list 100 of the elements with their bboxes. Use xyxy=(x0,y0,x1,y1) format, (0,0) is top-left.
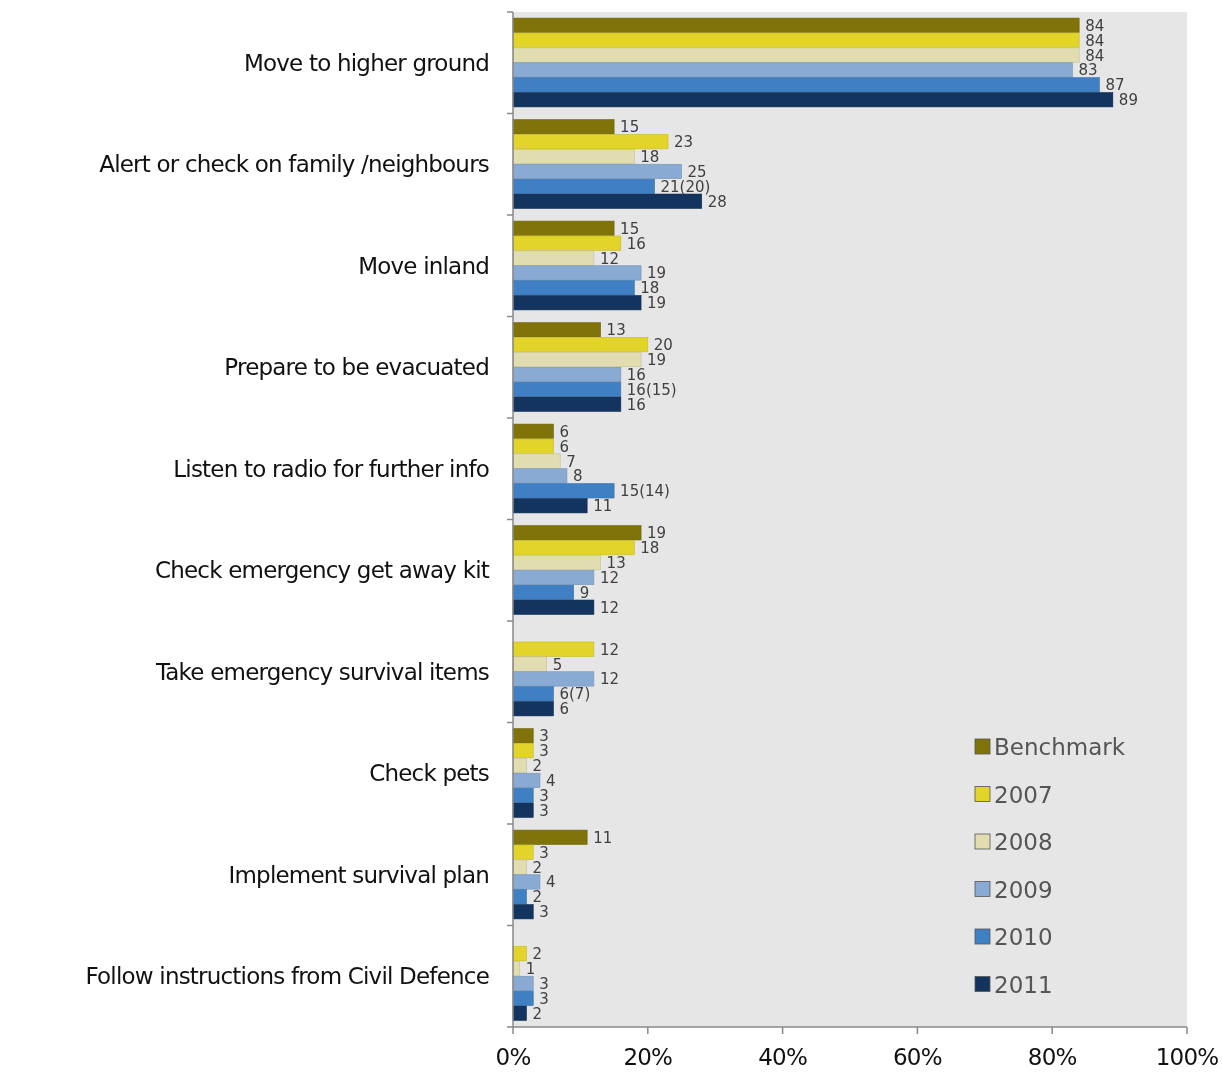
legend-label: Benchmark xyxy=(994,734,1126,761)
y-tick-label: Take emergency survival items xyxy=(154,658,489,685)
data-label: 83 xyxy=(1078,61,1098,80)
bar xyxy=(512,483,615,499)
x-tick-label: 100% xyxy=(1155,1044,1219,1070)
bar xyxy=(512,220,615,236)
legend-label: 2009 xyxy=(994,876,1053,903)
bar xyxy=(512,990,534,1006)
bar xyxy=(512,396,622,412)
bar xyxy=(512,337,649,353)
data-label: 15(14) xyxy=(620,482,670,501)
y-tick-label: Follow instructions from Civil Defence xyxy=(85,963,489,990)
bar xyxy=(512,540,635,556)
bar xyxy=(512,829,588,845)
x-tick-label: 0% xyxy=(495,1044,531,1070)
bar xyxy=(512,62,1073,78)
bar xyxy=(512,366,622,382)
bar xyxy=(512,149,635,165)
bar xyxy=(512,280,635,296)
bar xyxy=(512,119,615,135)
y-tick-label: Listen to radio for further info xyxy=(173,455,489,482)
x-tick-label: 80% xyxy=(1027,1044,1077,1070)
y-tick-label: Move to higher ground xyxy=(243,49,489,76)
bar xyxy=(512,889,527,905)
bar xyxy=(512,295,642,311)
data-label: 19 xyxy=(647,351,667,370)
bar xyxy=(512,904,534,920)
data-label: 15 xyxy=(620,118,640,137)
bar xyxy=(512,438,554,454)
bar xyxy=(512,178,655,194)
bar xyxy=(512,235,622,251)
bar xyxy=(512,77,1100,93)
x-tick-label: 20% xyxy=(623,1044,673,1070)
data-label: 23 xyxy=(674,133,694,152)
bar xyxy=(512,743,534,759)
bar xyxy=(512,193,703,209)
bar xyxy=(512,525,642,541)
data-label: 9 xyxy=(579,583,590,602)
bar xyxy=(512,787,534,803)
bar xyxy=(512,584,574,600)
bar xyxy=(512,250,595,266)
data-label: 18 xyxy=(640,148,660,167)
bar xyxy=(512,352,642,368)
legend-label: 2011 xyxy=(994,971,1053,998)
y-tick-label: Move inland xyxy=(358,252,489,279)
bar xyxy=(512,468,568,484)
bar xyxy=(512,265,642,281)
bar xyxy=(512,92,1114,108)
y-tick-label: Implement survival plan xyxy=(228,861,489,888)
data-label: 11 xyxy=(593,828,613,847)
bar xyxy=(512,728,534,744)
bar xyxy=(512,423,554,439)
y-tick-label: Prepare to be evacuated xyxy=(224,354,489,381)
bar xyxy=(512,569,595,585)
bar xyxy=(512,17,1080,33)
y-tick-label: Check emergency get away kit xyxy=(154,557,490,584)
data-label: 8 xyxy=(572,467,583,486)
bar xyxy=(512,32,1080,48)
bar xyxy=(512,656,547,672)
bar xyxy=(512,758,527,774)
x-tick-label: 40% xyxy=(758,1044,807,1070)
bar xyxy=(512,772,541,788)
bar xyxy=(512,599,595,615)
legend-label: 2007 xyxy=(994,781,1053,808)
bar xyxy=(512,859,527,875)
bar xyxy=(512,134,669,150)
bar xyxy=(512,874,541,890)
data-label: 12 xyxy=(599,670,619,689)
data-label: 3 xyxy=(539,903,549,922)
legend-label: 2010 xyxy=(994,924,1053,951)
bar xyxy=(512,946,527,962)
legend-label: 2008 xyxy=(994,829,1053,856)
data-label: 18 xyxy=(640,539,660,558)
data-label: 12 xyxy=(599,249,619,268)
bar xyxy=(512,686,554,702)
bar xyxy=(512,453,561,469)
data-label: 12 xyxy=(599,568,619,587)
y-tick-label: Alert or check on family /neighbours xyxy=(99,151,489,178)
bar xyxy=(512,47,1080,63)
bar xyxy=(512,844,534,860)
data-label: 13 xyxy=(606,321,626,340)
bar xyxy=(512,555,601,571)
data-label: 89 xyxy=(1118,91,1138,110)
y-tick-label: Check pets xyxy=(369,760,489,787)
bar xyxy=(512,322,601,338)
bar xyxy=(512,1005,527,1021)
bar xyxy=(512,701,554,717)
data-label: 12 xyxy=(599,640,619,659)
bar xyxy=(512,381,622,397)
bar xyxy=(512,802,534,818)
data-label: 5 xyxy=(552,655,563,674)
data-label: 12 xyxy=(599,598,619,617)
data-label: 4 xyxy=(545,873,556,892)
bar xyxy=(512,975,534,991)
x-tick-label: 60% xyxy=(893,1044,942,1070)
bar xyxy=(512,641,595,657)
data-label: 19 xyxy=(647,294,667,313)
bar xyxy=(512,498,588,514)
data-label: 11 xyxy=(593,497,613,516)
bar xyxy=(512,671,595,687)
